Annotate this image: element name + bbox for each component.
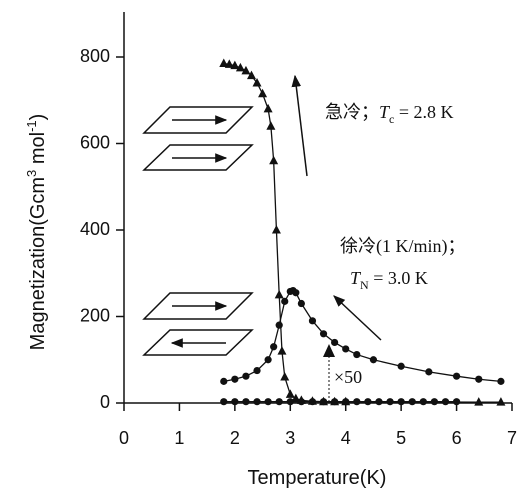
data-point bbox=[452, 398, 461, 406]
data-point bbox=[386, 398, 394, 406]
data-point bbox=[419, 398, 427, 406]
data-point bbox=[353, 350, 361, 359]
data-point bbox=[342, 398, 350, 406]
data-point bbox=[319, 330, 328, 338]
data-point bbox=[241, 65, 251, 75]
data-point bbox=[277, 346, 287, 355]
y-tick-label: 600 bbox=[80, 132, 110, 152]
data-point bbox=[258, 88, 268, 98]
data-point bbox=[275, 398, 283, 406]
data-point bbox=[430, 398, 438, 406]
data-point bbox=[274, 289, 284, 299]
data-point bbox=[271, 225, 281, 234]
arrows bbox=[291, 74, 382, 402]
data-point bbox=[246, 70, 256, 80]
spin-schematic bbox=[142, 106, 254, 356]
data-point bbox=[497, 377, 505, 385]
data-point bbox=[242, 372, 250, 380]
data-point bbox=[286, 398, 294, 406]
x-tick-label: 5 bbox=[396, 428, 406, 448]
data-point bbox=[364, 398, 372, 406]
data-point bbox=[342, 345, 350, 353]
data-point bbox=[224, 59, 234, 68]
annotation: 急冷；Tc = 2.8 K bbox=[325, 102, 454, 126]
data-point bbox=[270, 343, 278, 351]
data-point bbox=[231, 375, 239, 383]
x-tick-label: 2 bbox=[230, 428, 240, 448]
data-point bbox=[297, 299, 305, 308]
y-axis-label: Magnetization(Gcm3 mol-1) bbox=[24, 114, 49, 351]
data-point bbox=[220, 377, 228, 385]
data-point bbox=[408, 398, 416, 406]
data-point bbox=[281, 297, 289, 305]
y-tick-label: 400 bbox=[80, 219, 110, 239]
data-point bbox=[235, 62, 245, 72]
data-point bbox=[280, 372, 290, 381]
x-tick-label: 4 bbox=[341, 428, 351, 448]
data-point bbox=[266, 121, 276, 130]
data-point bbox=[308, 317, 317, 325]
data-point bbox=[308, 398, 317, 406]
data-point bbox=[230, 60, 240, 70]
data-point bbox=[496, 397, 506, 406]
data-point bbox=[369, 356, 378, 364]
x-tick-label: 3 bbox=[285, 428, 295, 448]
data-point bbox=[264, 356, 272, 364]
x-tick-label: 7 bbox=[507, 428, 517, 448]
annotation: 徐冷(1 K/min)； bbox=[340, 236, 466, 257]
x-tick-label: 6 bbox=[452, 428, 462, 448]
data-point bbox=[253, 366, 261, 375]
data-point bbox=[441, 398, 450, 406]
data-point bbox=[297, 398, 305, 406]
data-point bbox=[331, 338, 339, 347]
data-point bbox=[353, 398, 361, 406]
data-point bbox=[474, 397, 484, 406]
data-point bbox=[253, 398, 261, 406]
data-point bbox=[285, 389, 295, 398]
data-point bbox=[275, 321, 283, 329]
data-point bbox=[331, 398, 339, 406]
data-point bbox=[219, 58, 229, 67]
data-point bbox=[397, 362, 405, 370]
data-point bbox=[231, 398, 239, 406]
data-point bbox=[263, 103, 273, 113]
data-point bbox=[319, 398, 328, 406]
data-point bbox=[220, 398, 228, 406]
annotation: ×50 bbox=[334, 367, 362, 387]
x-tick-label: 1 bbox=[174, 428, 184, 448]
y-tick-label: 200 bbox=[80, 305, 110, 325]
data-point bbox=[292, 289, 300, 297]
data-point bbox=[252, 77, 262, 87]
y-tick-label: 800 bbox=[80, 46, 110, 66]
data-point bbox=[452, 372, 461, 380]
data-point bbox=[375, 398, 383, 406]
data-point bbox=[269, 155, 279, 165]
data-point bbox=[242, 398, 250, 406]
data-point bbox=[291, 393, 301, 403]
x-axis-label: Temperature(K) bbox=[248, 467, 387, 489]
data-point bbox=[475, 375, 483, 383]
x-tick-label: 0 bbox=[119, 428, 129, 448]
y-tick-label: 0 bbox=[100, 392, 110, 412]
annotation: TN = 3.0 K bbox=[350, 268, 428, 292]
data-point bbox=[397, 398, 405, 406]
data-point bbox=[425, 368, 433, 376]
data-point bbox=[264, 398, 272, 406]
series-line bbox=[223, 289, 501, 383]
